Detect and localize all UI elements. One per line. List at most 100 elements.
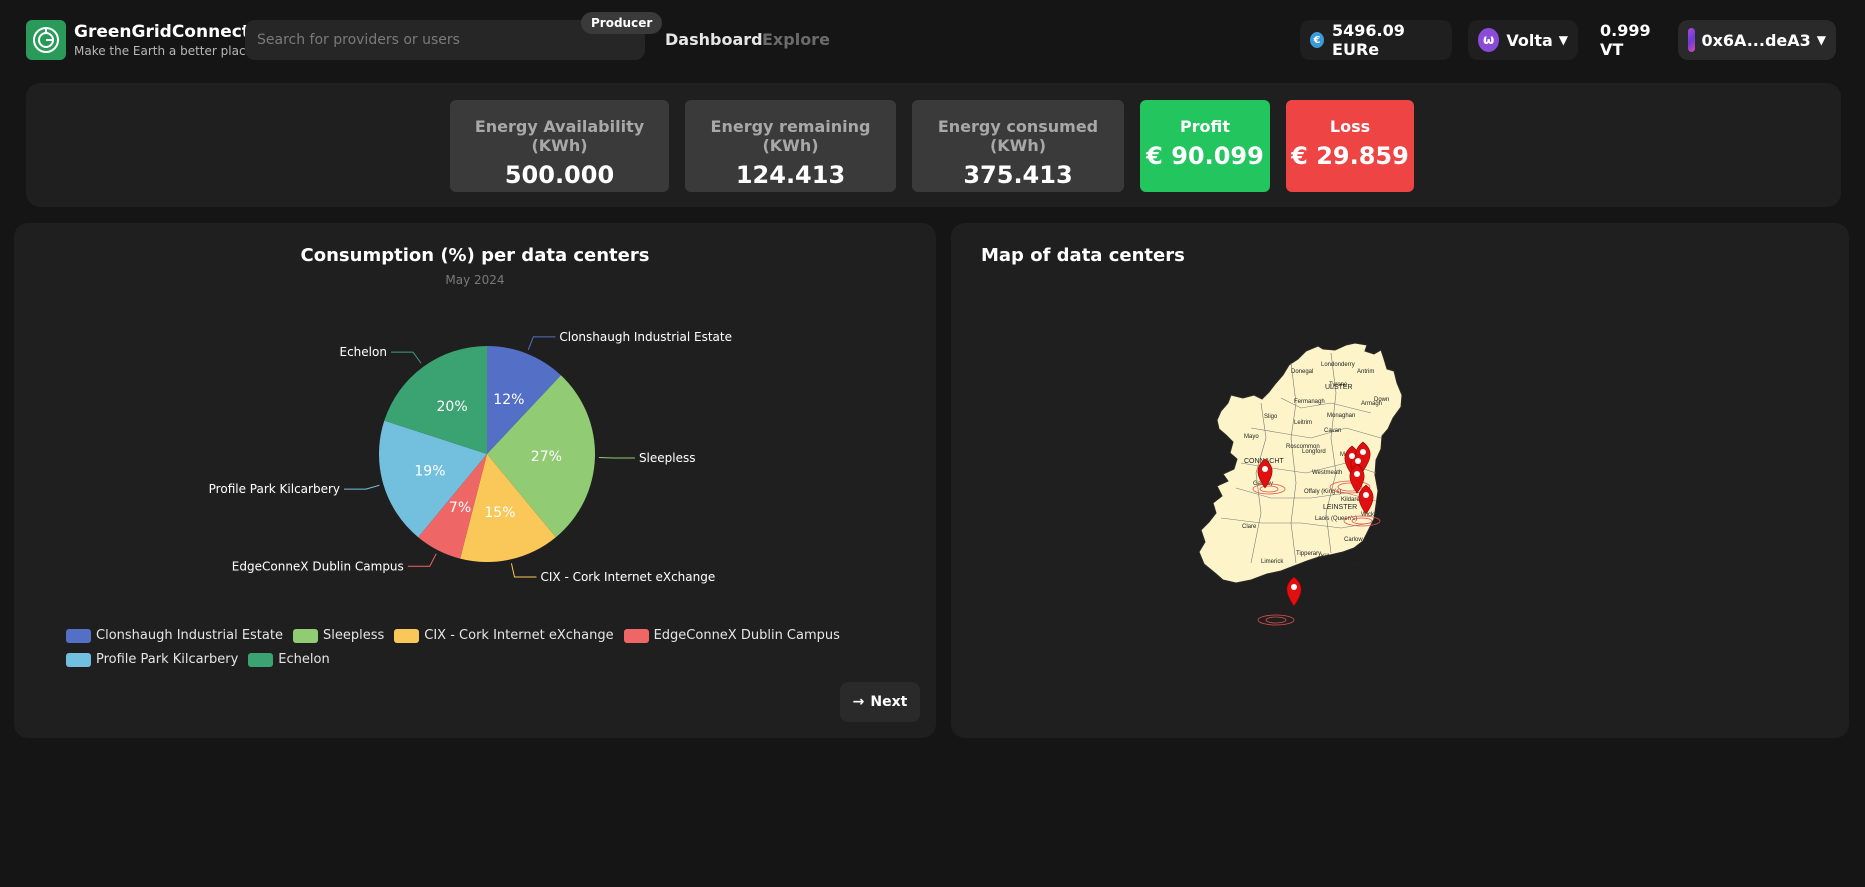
pie-slice[interactable]	[460, 454, 556, 562]
stat-profit: Profit € 90.099	[1140, 100, 1270, 192]
stat-value: € 29.859	[1291, 142, 1409, 170]
map-label: Wicklow	[1361, 512, 1384, 518]
legend-item[interactable]: CIX - Cork Internet eXchange	[394, 627, 614, 644]
pie-slice[interactable]	[487, 346, 561, 454]
map-label: Down	[1374, 397, 1389, 403]
map-label: Clare	[1242, 524, 1257, 530]
brand-tagline: Make the Earth a better place	[74, 44, 253, 58]
balance-display: € 5496.09 EURe	[1300, 20, 1452, 60]
pie-slice[interactable]	[418, 454, 487, 559]
pie-leader-line	[344, 484, 380, 490]
wallet-selector[interactable]: 0x6A...deA3 ▼	[1678, 20, 1836, 60]
map-label: Limerick	[1261, 559, 1284, 565]
map-pin-icon[interactable]	[1349, 463, 1365, 494]
pie-leader-line	[390, 351, 422, 364]
map-pin-icon[interactable]	[1286, 576, 1302, 607]
map-label: Antrim	[1357, 369, 1374, 375]
stat-value: 500.000	[504, 161, 615, 189]
pie-percent-label: 12%	[493, 392, 524, 408]
brand-name: GreenGridConnect	[74, 22, 250, 42]
stat-label: Energy remaining (KWh)	[710, 117, 871, 155]
datacenter-markers[interactable]	[1252, 441, 1381, 626]
search-input[interactable]	[245, 20, 645, 60]
map-label: Kilkenny	[1321, 554, 1344, 560]
stat-availability: Energy Availability (KWh) 500.000	[450, 100, 669, 192]
map-label: Westmeath	[1312, 470, 1342, 476]
map-pin-icon[interactable]	[1358, 484, 1374, 515]
pie-percent-label: 7%	[449, 500, 471, 516]
map-label: Sligo	[1264, 414, 1278, 420]
map-label: Donegal	[1291, 369, 1313, 375]
next-button[interactable]: → Next	[840, 682, 920, 722]
map-label: Roscommon	[1286, 444, 1320, 450]
nav-explore[interactable]: Explore	[762, 30, 830, 49]
legend-label: Sleepless	[322, 628, 385, 643]
network-label: Volta	[1506, 30, 1553, 50]
chevron-down-icon: ▼	[1558, 33, 1568, 47]
map-label: Armagh	[1361, 401, 1382, 407]
pie-slice[interactable]	[379, 420, 487, 538]
chart-title: Consumption (%) per data centers	[300, 245, 650, 266]
legend-item[interactable]: Clonshaugh Industrial Estate	[66, 627, 283, 644]
map-label: Waterford	[1306, 585, 1332, 591]
legend-swatch	[292, 628, 318, 643]
logo[interactable]	[26, 20, 66, 60]
network-selector[interactable]: ω Volta ▼	[1468, 20, 1578, 60]
legend-swatch	[248, 652, 274, 667]
wallet-address: 0x6A...deA3	[1701, 30, 1811, 50]
volta-icon: ω	[1478, 28, 1500, 52]
legend-label: Profile Park Kilcarbery	[96, 652, 239, 667]
pie-slice[interactable]	[384, 346, 487, 454]
map-label: Fermanagh	[1294, 399, 1325, 405]
stat-label: Energy consumed (KWh)	[937, 117, 1099, 155]
map-label: Londonderry	[1321, 362, 1355, 368]
nav-dashboard[interactable]: Dashboard	[665, 30, 763, 49]
vt-value: 0.999 VT	[1600, 21, 1651, 59]
pie-category-label: EdgeConneX Dublin Campus	[232, 559, 404, 573]
map-pin-icon[interactable]	[1257, 458, 1273, 489]
map-label: Longford	[1302, 449, 1326, 455]
map-label: Carlow	[1344, 537, 1363, 543]
pie-category-label: CIX - Cork Internet eXchange	[540, 570, 715, 584]
legend-swatch	[66, 628, 91, 643]
region-label: LEINSTER	[1323, 504, 1357, 511]
map-label: Kerry	[1233, 587, 1247, 593]
map-label: Wexford	[1346, 562, 1368, 568]
legend-swatch	[394, 628, 420, 643]
pie-percent-label: 27%	[531, 449, 562, 465]
stat-remaining: Energy remaining (KWh) 124.413	[685, 100, 896, 192]
logo-icon	[33, 27, 59, 53]
stat-loss: Loss € 29.859	[1286, 100, 1414, 192]
pie-slice[interactable]	[487, 375, 596, 538]
arrow-right-icon: →	[852, 694, 865, 710]
legend-item[interactable]: Profile Park Kilcarbery	[66, 651, 238, 668]
chevron-down-icon: ▼	[1816, 33, 1826, 47]
pie-category-label: Echelon	[339, 345, 386, 359]
chart-subtitle: May 2024	[445, 273, 505, 287]
map-label: Cork	[1257, 604, 1271, 610]
stat-label: Profit	[1179, 117, 1231, 136]
stat-label: Energy Availability (KWh)	[474, 117, 645, 155]
legend-item[interactable]: Sleepless	[292, 627, 385, 644]
pie-chart: 12% Clonshaugh Industrial Estate 27% Sleepl…	[207, 329, 733, 586]
euro-icon: €	[1310, 32, 1325, 48]
pie-leader-line	[407, 553, 437, 567]
pie-category-label: Sleepless	[639, 451, 696, 465]
ireland-map[interactable]: Londonderry Antrim Donegal Tyrone Down A…	[951, 223, 1849, 738]
pie-category-label: Clonshaugh Industrial Estate	[559, 330, 732, 344]
role-badge: Producer	[581, 12, 663, 34]
legend-swatch	[623, 628, 649, 643]
map-label: Kildare	[1341, 497, 1360, 503]
vt-balance: 0.999 VT	[1590, 20, 1682, 60]
legend-item[interactable]: Echelon	[248, 651, 330, 668]
map-label: Mayo	[1244, 434, 1259, 440]
legend-item[interactable]: EdgeConneX Dublin Campus	[623, 627, 840, 644]
region-label: ULSTER	[1325, 384, 1353, 391]
map-label: Leitrim	[1294, 420, 1312, 426]
stat-label: Loss	[1329, 117, 1371, 136]
legend-label: Clonshaugh Industrial Estate	[96, 628, 283, 643]
pie-leader-line	[527, 336, 556, 351]
legend-label: CIX - Cork Internet eXchange	[424, 628, 614, 643]
next-label: Next	[870, 694, 908, 710]
balance-value: 5496.09 EURe	[1332, 21, 1405, 59]
